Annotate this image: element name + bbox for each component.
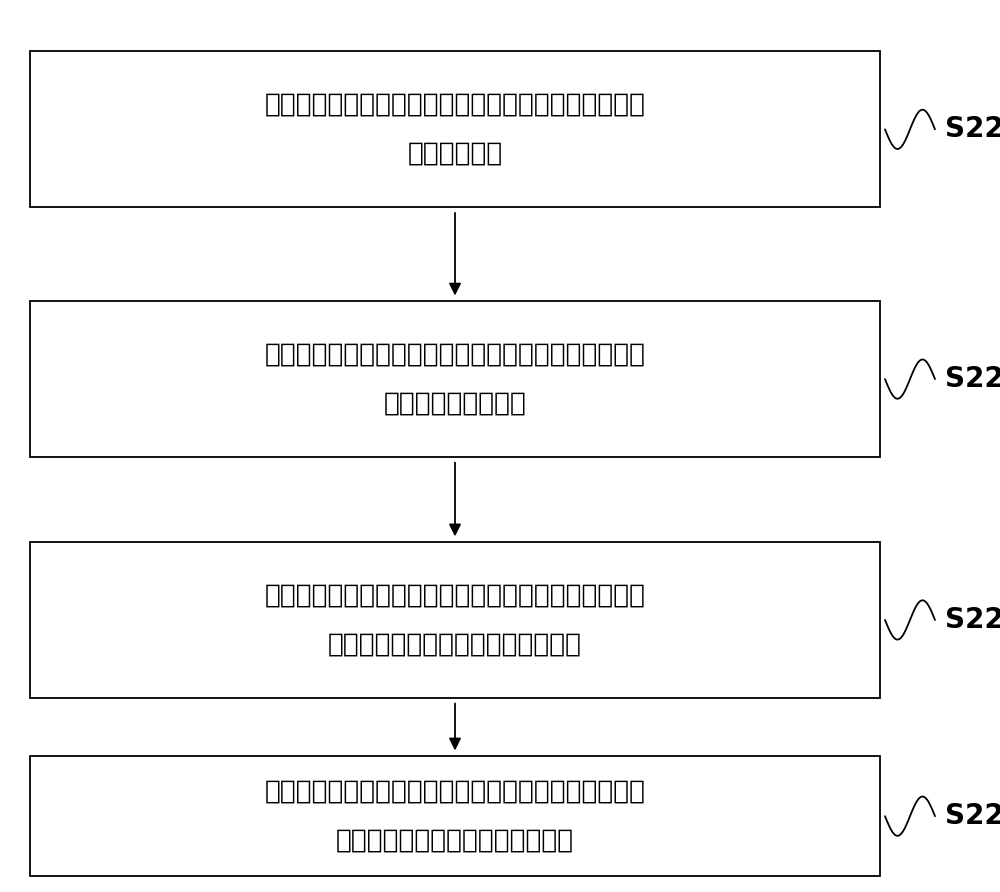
Text: 基于路口障碍物信息，获取道路路口处的各第一障碍物: 基于路口障碍物信息，获取道路路口处的各第一障碍物 xyxy=(264,92,646,118)
Bar xyxy=(30,52,880,208)
Bar xyxy=(30,301,880,458)
Text: 通过预设模型将各第一障碍物的历史帧数据分别与各第: 通过预设模型将各第一障碍物的历史帧数据分别与各第 xyxy=(264,582,646,608)
Text: 障碍物的历史帧数据: 障碍物的历史帧数据 xyxy=(384,391,526,417)
Text: 当匹配结果大于预设阈值时，则判断第一障碍物对应的: 当匹配结果大于预设阈值时，则判断第一障碍物对应的 xyxy=(264,779,646,805)
Text: S224: S224 xyxy=(945,802,1000,830)
Bar xyxy=(30,542,880,698)
Text: 二障碍物的历史帧数据进行特征匹配: 二障碍物的历史帧数据进行特征匹配 xyxy=(328,632,582,657)
Text: S223: S223 xyxy=(945,606,1000,634)
Text: S221: S221 xyxy=(945,115,1000,144)
Text: S222: S222 xyxy=(945,365,1000,393)
Text: 信息和第二障碍物对应的信息相同: 信息和第二障碍物对应的信息相同 xyxy=(336,828,574,854)
Bar xyxy=(30,756,880,876)
Text: 基于可视障碍物信息，获取车辆的感知范围内的各第二: 基于可视障碍物信息，获取车辆的感知范围内的各第二 xyxy=(264,342,646,368)
Text: 的历史帧数据: 的历史帧数据 xyxy=(407,141,503,167)
